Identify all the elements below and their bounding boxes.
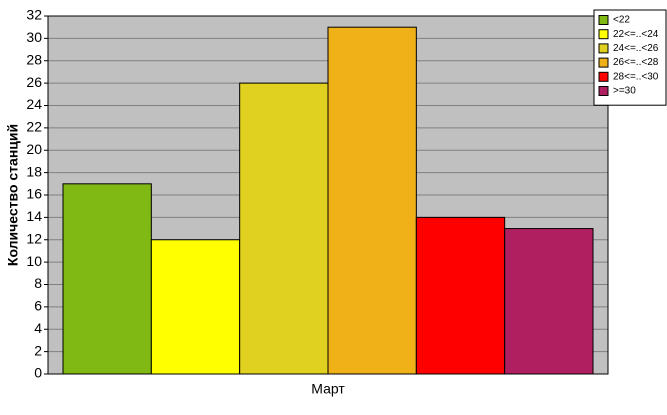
y-tick-label: 10: [26, 253, 42, 269]
bar: [62, 183, 152, 375]
legend-label: <22: [613, 15, 630, 26]
legend-swatch: [598, 43, 609, 54]
y-tick-label: 12: [26, 230, 42, 246]
bar: [415, 216, 506, 375]
y-tick-label: 2: [34, 342, 42, 358]
y-tick-label: 18: [26, 163, 42, 179]
legend-label: 22<=..<24: [613, 29, 659, 40]
legend-swatch: [598, 15, 609, 25]
y-tick-label: 8: [34, 275, 42, 291]
y-tick-label: 26: [26, 74, 42, 90]
legend-swatch: [598, 29, 609, 40]
legend-label: 26<=..<28: [613, 57, 659, 68]
y-tick-label: 32: [26, 7, 42, 23]
legend-swatch: [598, 57, 609, 68]
legend-label: 24<=..<26: [613, 43, 659, 54]
plot-border: [47, 15, 609, 375]
y-tick-label: 6: [34, 298, 42, 314]
y-axis-label: Количество станций: [5, 124, 21, 266]
legend-label: 28<=..<30: [613, 71, 659, 82]
y-tick-label: 16: [26, 186, 42, 202]
bar: [150, 239, 241, 375]
y-tick-label: 20: [26, 141, 42, 157]
y-tick-label: 28: [26, 51, 42, 67]
x-tick-label: Март: [311, 381, 345, 397]
bar: [239, 82, 329, 375]
y-tick-label: 22: [26, 119, 42, 135]
y-tick-label: 30: [26, 29, 42, 45]
bar: [504, 228, 594, 375]
y-tick-label: 24: [26, 96, 42, 112]
bar: [327, 26, 417, 375]
y-tick-label: 0: [34, 365, 42, 381]
legend-label: >=30: [613, 86, 636, 97]
legend-swatch: [598, 71, 609, 82]
y-tick-label: 4: [34, 320, 42, 336]
y-tick-label: 14: [26, 208, 42, 224]
legend-swatch: [598, 86, 609, 96]
